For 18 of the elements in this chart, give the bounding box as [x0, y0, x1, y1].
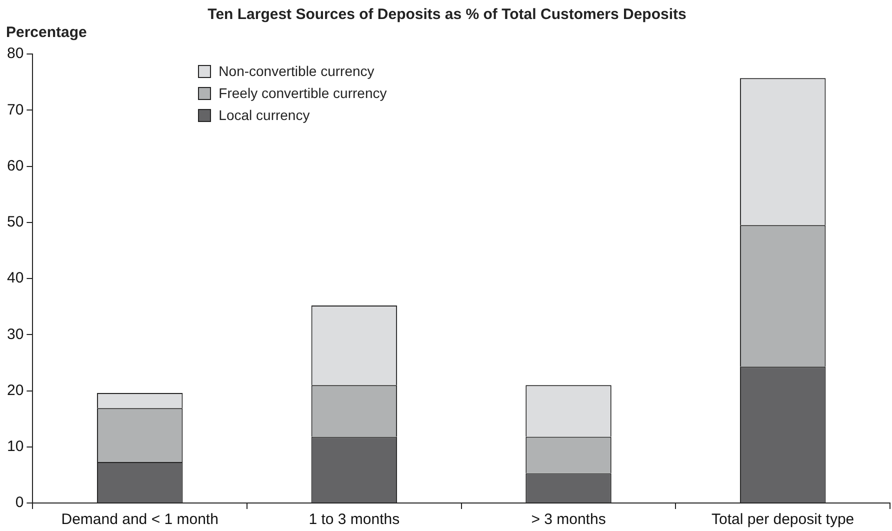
y-tick-label: 10: [6, 438, 24, 456]
y-tick-label: 0: [15, 494, 24, 512]
y-tick-label: 50: [6, 214, 24, 231]
x-tick-label: Total per deposit type: [712, 511, 854, 528]
chart-title: Ten Largest Sources of Deposits as % of Total Customers Deposits: [208, 6, 686, 24]
y-tick-label: 60: [6, 157, 24, 174]
y-tick-label: 40: [6, 270, 24, 287]
y-tick-label: 80: [6, 45, 24, 62]
y-tick-label: 20: [6, 382, 24, 399]
y-tick-label: 70: [6, 101, 24, 118]
x-tick-label: Demand and < 1 month: [61, 511, 218, 528]
legend-label: Local currency: [218, 107, 310, 123]
x-tick-label: 1 to 3 months: [308, 511, 400, 528]
y-axis-title: Percentage: [6, 24, 87, 41]
x-tick-label: > 3 months: [531, 511, 606, 528]
legend-label: Non-convertible currency: [218, 63, 374, 79]
y-tick-label: 30: [6, 326, 24, 343]
legend-label: Freely convertible currency: [218, 85, 387, 101]
